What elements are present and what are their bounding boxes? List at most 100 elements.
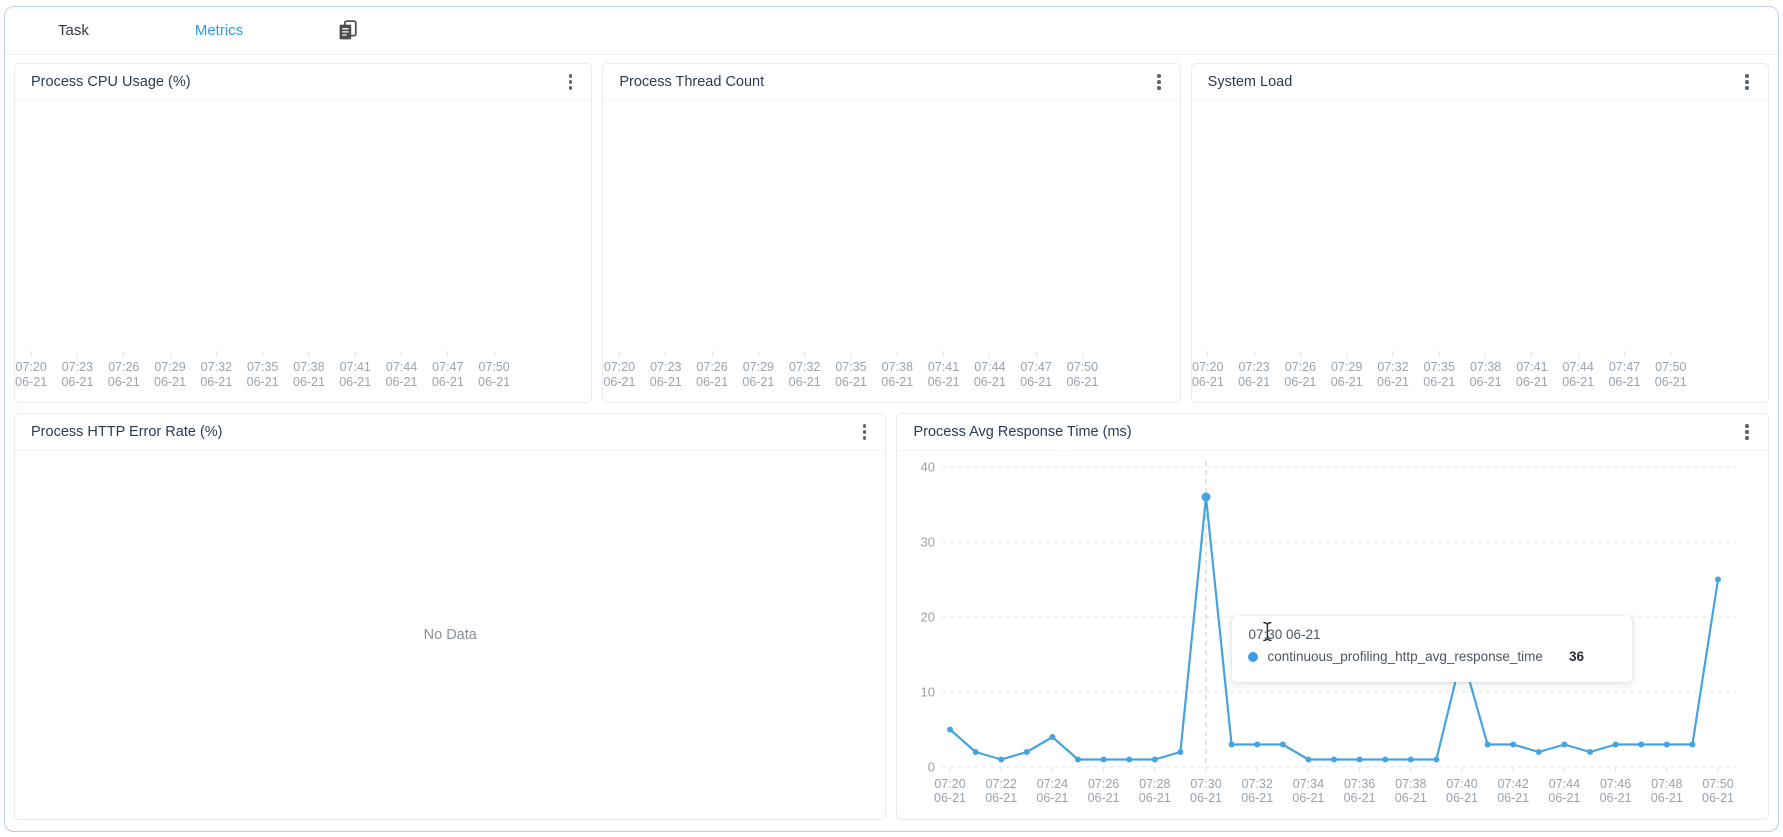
- svg-text:06-21: 06-21: [1498, 791, 1530, 805]
- axis-tick-mark: [757, 351, 759, 357]
- svg-text:06-21: 06-21: [1446, 791, 1478, 805]
- panel-title: Process Avg Response Time (ms): [913, 424, 1132, 440]
- svg-text:07:28: 07:28: [1140, 777, 1171, 791]
- axis-tick-mark: [804, 351, 806, 357]
- kebab-menu-icon[interactable]: [1742, 420, 1752, 444]
- axis-tick-label: 07:26 06-21: [101, 351, 147, 390]
- svg-text:06-21: 06-21: [986, 791, 1018, 805]
- kebab-menu-icon[interactable]: [1742, 70, 1752, 94]
- axis-tick-mark: [169, 351, 171, 357]
- top-x-axis: 07:20 06-21 07:23 06-21 07:26 06-21 07:29 06-21…: [1192, 351, 1694, 390]
- axis-tick-label: 07:26 06-21: [1277, 351, 1323, 390]
- panel-system-load: System Load 07:20 06-21 07:23 06-21 07:26 06-…: [1190, 63, 1769, 403]
- tooltip-series-row: continuous_profiling_http_avg_response_t…: [1248, 649, 1616, 664]
- axis-tick-label: 07:38 06-21: [1462, 351, 1508, 390]
- axis-tick-label: 07:23 06-21: [54, 351, 100, 390]
- http-error-rate-chart-area[interactable]: No Data: [15, 451, 885, 819]
- text-cursor-icon: [1261, 621, 1274, 647]
- axis-tick-label: 07:50 06-21: [1059, 351, 1105, 390]
- top-x-axis: 07:20 06-21 07:23 06-21 07:26 06-21 07:29 06-21…: [603, 351, 1105, 390]
- axis-tick-mark: [1207, 351, 1209, 357]
- axis-tick-label: 07:35 06-21: [1416, 351, 1462, 390]
- axis-tick-mark: [308, 351, 310, 357]
- axis-tick-label: 07:29 06-21: [735, 351, 781, 390]
- system-load-chart-area[interactable]: 07:20 06-21 07:23 06-21 07:26 06-21 07:29 06-21…: [1192, 101, 1768, 402]
- tab-task[interactable]: Task: [58, 22, 89, 39]
- document-log-icon[interactable]: [338, 20, 358, 41]
- panel-header: Process Avg Response Time (ms): [897, 414, 1768, 451]
- axis-tick-mark: [76, 351, 78, 357]
- svg-text:06-21: 06-21: [1702, 791, 1734, 805]
- axis-tick-mark: [1531, 351, 1533, 357]
- tab-metrics[interactable]: Metrics: [194, 22, 244, 39]
- kebab-menu-icon[interactable]: [1154, 70, 1164, 94]
- axis-tick-mark: [123, 351, 125, 357]
- kebab-menu-icon[interactable]: [860, 420, 870, 444]
- axis-tick-label: 07:20 06-21: [603, 351, 642, 390]
- svg-text:07:34: 07:34: [1293, 777, 1324, 791]
- axis-tick-mark: [354, 351, 356, 357]
- axis-tick-label: 07:47 06-21: [1601, 351, 1647, 390]
- panel-header: Process CPU Usage (%): [15, 64, 592, 101]
- panel-avg-response-time: Process Avg Response Time (ms) 0 10 20 30 40…: [896, 413, 1769, 820]
- axis-tick-mark: [447, 351, 449, 357]
- axis-tick-label: 07:47 06-21: [1013, 351, 1059, 390]
- panel-title: System Load: [1207, 74, 1293, 90]
- cpu-usage-chart-area[interactable]: 07:20 06-21 07:23 06-21 07:26 06-21 07:29 06-21…: [15, 101, 591, 402]
- axis-tick-label: 07:23 06-21: [1231, 351, 1277, 390]
- svg-text:30: 30: [921, 535, 935, 550]
- axis-tick-label: 07:50 06-21: [471, 351, 517, 390]
- axis-tick-mark: [1253, 351, 1255, 357]
- response-time-line-chart[interactable]: 0 10 20 30 40 07:20 06-21 07:22 06-21 07:24 06-21 0…: [897, 451, 1768, 819]
- svg-text:06-21: 06-21: [1190, 791, 1222, 805]
- svg-text:07:30: 07:30: [1191, 777, 1222, 791]
- svg-text:0: 0: [928, 760, 935, 775]
- kebab-menu-icon[interactable]: [566, 70, 576, 94]
- axis-tick-label: 07:50 06-21: [1648, 351, 1694, 390]
- chart-tooltip: 07:30 06-21 continuous_profiling_http_av…: [1232, 616, 1633, 682]
- thread-count-chart-area[interactable]: 07:20 06-21 07:23 06-21 07:26 06-21 07:29 06-21…: [603, 101, 1179, 402]
- axis-tick-mark: [1299, 351, 1301, 357]
- svg-text:07:46: 07:46: [1600, 777, 1631, 791]
- svg-text:06-21: 06-21: [1037, 791, 1069, 805]
- svg-text:07:20: 07:20: [935, 777, 966, 791]
- metrics-grid: Process CPU Usage (%) 07:20 06-21 07:23 06-…: [5, 55, 1778, 829]
- svg-text:06-21: 06-21: [1293, 791, 1325, 805]
- axis-tick-label: 07:32 06-21: [193, 351, 239, 390]
- axis-tick-label: 07:47 06-21: [425, 351, 471, 390]
- axis-tick-mark: [1577, 351, 1579, 357]
- axis-tick-label: 07:23 06-21: [643, 351, 689, 390]
- axis-tick-mark: [943, 351, 945, 357]
- svg-text:06-21: 06-21: [1549, 791, 1581, 805]
- panel-title: Process Thread Count: [619, 74, 765, 90]
- axis-tick-label: 07:44 06-21: [1555, 351, 1601, 390]
- axis-tick-mark: [618, 351, 620, 357]
- svg-text:06-21: 06-21: [1088, 791, 1120, 805]
- dashboard-window: Task Metrics Process CPU Usage (%) 07:20…: [4, 6, 1779, 832]
- axis-tick-mark: [989, 351, 991, 357]
- panel-header: Process HTTP Error Rate (%): [15, 414, 886, 451]
- svg-text:06-21: 06-21: [934, 791, 966, 805]
- svg-text:06-21: 06-21: [1139, 791, 1171, 805]
- svg-text:07:26: 07:26: [1088, 777, 1119, 791]
- axis-tick-mark: [262, 351, 264, 357]
- svg-text:07:40: 07:40: [1447, 777, 1478, 791]
- tooltip-series-name: continuous_profiling_http_avg_response_t…: [1267, 649, 1543, 664]
- svg-text:40: 40: [921, 460, 935, 475]
- svg-text:07:50: 07:50: [1703, 777, 1734, 791]
- axis-tick-label: 07:41 06-21: [332, 351, 378, 390]
- tooltip-series-value: 36: [1568, 649, 1584, 664]
- axis-tick-label: 07:38 06-21: [286, 351, 332, 390]
- panel-header: System Load: [1191, 64, 1768, 101]
- panel-process-cpu-usage: Process CPU Usage (%) 07:20 06-21 07:23 06-…: [14, 63, 593, 403]
- avg-response-time-chart-area[interactable]: 0 10 20 30 40 07:20 06-21 07:22 06-21 07:24 06-21 0…: [897, 451, 1768, 819]
- svg-text:20: 20: [921, 610, 935, 625]
- panel-title: Process CPU Usage (%): [31, 74, 191, 90]
- axis-tick-mark: [896, 351, 898, 357]
- axis-tick-label: 07:44 06-21: [967, 351, 1013, 390]
- axis-tick-label: 07:41 06-21: [1509, 351, 1555, 390]
- svg-text:06-21: 06-21: [1242, 791, 1274, 805]
- svg-text:06-21: 06-21: [1344, 791, 1376, 805]
- panel-header: Process Thread Count: [603, 64, 1180, 101]
- axis-tick-mark: [850, 351, 852, 357]
